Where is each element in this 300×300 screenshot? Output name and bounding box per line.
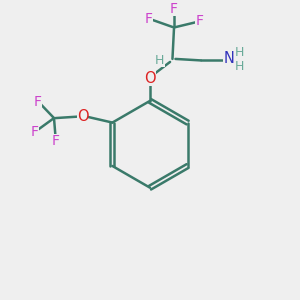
Text: F: F: [195, 14, 203, 28]
Text: F: F: [31, 124, 38, 139]
Text: F: F: [145, 11, 152, 26]
Text: O: O: [144, 71, 156, 86]
Text: F: F: [52, 134, 59, 148]
Text: F: F: [170, 2, 178, 16]
Text: H: H: [155, 54, 165, 67]
Text: F: F: [34, 94, 41, 109]
Text: N: N: [223, 51, 234, 66]
Text: H: H: [235, 46, 244, 59]
Text: O: O: [76, 109, 88, 124]
Text: H: H: [235, 60, 244, 73]
